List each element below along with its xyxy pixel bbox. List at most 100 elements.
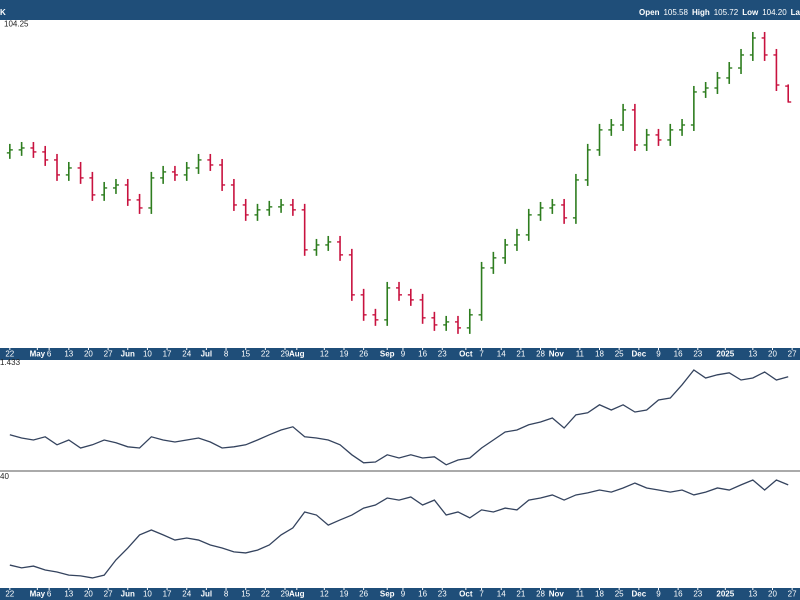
x-tick-label: 20 bbox=[84, 590, 93, 599]
ohlc-bar bbox=[242, 198, 249, 221]
ohlc-bar bbox=[785, 84, 792, 103]
field-value: 104.20 bbox=[762, 8, 787, 17]
ohlc-bar bbox=[101, 181, 108, 201]
ohlc-bar bbox=[525, 208, 532, 241]
x-tick-label: 6 bbox=[47, 350, 52, 359]
ohlc-bar bbox=[761, 31, 768, 61]
ohlc-bar bbox=[384, 281, 391, 326]
x-tick-label: 10 bbox=[143, 350, 152, 359]
x-tick-label: 9 bbox=[656, 590, 661, 599]
ohlc-bar bbox=[466, 308, 473, 334]
x-tick-label: 6 bbox=[47, 590, 52, 599]
field-value: 105.58 bbox=[663, 8, 688, 17]
ohlc-bar bbox=[490, 251, 497, 274]
x-tick-label: 27 bbox=[788, 590, 797, 599]
x-tick-label: 23 bbox=[438, 350, 447, 359]
ohlc-bar bbox=[77, 161, 84, 184]
ohlc-bar bbox=[325, 235, 332, 251]
x-tick-label: 29 bbox=[281, 590, 290, 599]
x-tick-label: 27 bbox=[104, 590, 113, 599]
ohlc-bar bbox=[136, 193, 143, 214]
x-tick-label: 16 bbox=[674, 350, 683, 359]
x-tick-label: 9 bbox=[656, 350, 661, 359]
ohlc-bar bbox=[254, 203, 261, 221]
x-tick-label: 13 bbox=[748, 350, 757, 359]
header-bar: K Open 105.58 High 105.72 Low 104.20 La bbox=[0, 0, 800, 20]
x-tick-label: 25 bbox=[615, 590, 624, 599]
ohlc-bar bbox=[301, 203, 308, 256]
ohlc-bar bbox=[478, 261, 485, 321]
x-tick-label: 19 bbox=[340, 590, 349, 599]
x-tick-label: 22 bbox=[261, 590, 270, 599]
ohlc-bar bbox=[89, 171, 96, 201]
x-tick-label: Nov bbox=[549, 350, 565, 359]
x-tick-label: 24 bbox=[182, 590, 191, 599]
ohlc-bar bbox=[183, 161, 190, 181]
ohlc-bar bbox=[584, 143, 591, 186]
x-tick-label: 22 bbox=[5, 590, 14, 599]
x-tick-label: 26 bbox=[359, 350, 368, 359]
x-tick-label: May bbox=[30, 350, 46, 359]
ohlc-bar bbox=[572, 173, 579, 224]
ohlc-bar bbox=[643, 128, 650, 151]
ohlc-bar bbox=[266, 200, 273, 216]
ohlc-bar bbox=[419, 293, 426, 324]
ohlc-bar bbox=[219, 158, 226, 191]
ohlc-bar bbox=[502, 238, 509, 264]
ohlc-bar bbox=[207, 153, 214, 171]
x-tick-label: Dec bbox=[631, 350, 646, 359]
x-tick-label: 9 bbox=[401, 350, 406, 359]
x-tick-label: 20 bbox=[768, 590, 777, 599]
x-tick-label: 13 bbox=[64, 350, 73, 359]
x-tick-label: 17 bbox=[163, 350, 172, 359]
x-tick-label: 15 bbox=[241, 590, 250, 599]
ohlc-bar bbox=[348, 248, 355, 301]
x-tick-label: Oct bbox=[459, 350, 473, 359]
x-tick-label: 9 bbox=[401, 590, 406, 599]
ohlc-bar bbox=[655, 128, 662, 146]
x-tick-label: 2025 bbox=[716, 590, 734, 599]
ohlc-bar bbox=[42, 145, 49, 166]
x-tick-label: 15 bbox=[241, 350, 250, 359]
ohlc-bar bbox=[30, 141, 37, 158]
x-tick-label: 29 bbox=[281, 350, 290, 359]
x-tick-label: Aug bbox=[289, 350, 305, 359]
x-tick-label: Sep bbox=[380, 590, 395, 599]
x-tick-label: 18 bbox=[595, 590, 604, 599]
ohlc-bar bbox=[54, 153, 61, 181]
ohlc-bar bbox=[561, 198, 568, 224]
ohlc-bar bbox=[112, 178, 119, 194]
label-bg bbox=[0, 20, 34, 29]
field-label: Open bbox=[639, 8, 660, 17]
x-tick-label: May bbox=[30, 590, 46, 599]
x-tick-label: 24 bbox=[182, 350, 191, 359]
x-tick-label: 23 bbox=[693, 350, 702, 359]
x-tick-label: 27 bbox=[788, 350, 797, 359]
x-tick-label: Sep bbox=[380, 350, 395, 359]
x-tick-label: Aug bbox=[289, 590, 305, 599]
x-tick-label: 16 bbox=[674, 590, 683, 599]
indicator-value-label: 40 bbox=[0, 472, 9, 481]
ohlc-bar bbox=[148, 171, 155, 214]
x-tick-label: 23 bbox=[693, 590, 702, 599]
x-tick-label: 21 bbox=[516, 590, 525, 599]
x-tick-label: 12 bbox=[320, 590, 329, 599]
ohlc-bar bbox=[454, 315, 461, 334]
last-value-label: 104.25 bbox=[4, 20, 29, 29]
x-tick-label: 20 bbox=[84, 350, 93, 359]
ohlc-bar bbox=[372, 308, 379, 326]
field-label: La bbox=[790, 8, 800, 17]
ohlc-bar bbox=[337, 235, 344, 261]
x-tick-label: 11 bbox=[576, 590, 585, 599]
x-tick-label: 17 bbox=[163, 590, 172, 599]
ohlc-bar bbox=[124, 178, 131, 206]
ohlc-bar bbox=[690, 85, 697, 131]
x-tick-label: 22 bbox=[261, 350, 270, 359]
ohlc-bar bbox=[65, 161, 72, 181]
x-tick-label: 22 bbox=[5, 350, 14, 359]
field-value: 105.72 bbox=[713, 8, 739, 17]
indicator-line bbox=[9, 369, 789, 466]
x-tick-label: 21 bbox=[516, 350, 525, 359]
x-tick-label: 14 bbox=[497, 350, 506, 359]
